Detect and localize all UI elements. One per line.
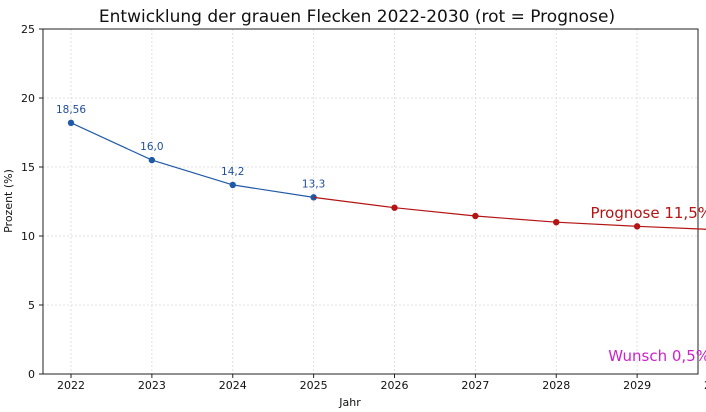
x-tick-label: 2027 <box>461 379 489 392</box>
data-label: 14,2 <box>221 166 244 178</box>
y-tick-label: 20 <box>21 92 35 105</box>
data-label: 13,3 <box>302 178 325 190</box>
data-point <box>391 204 398 211</box>
grid <box>43 28 698 375</box>
x-tick-label: 2023 <box>138 379 166 392</box>
data-point <box>67 119 75 127</box>
data-labels-group: 18,56 16,0 14,2 13,3 <box>56 104 325 191</box>
data-point <box>472 212 479 220</box>
x-tick-label: 2030 <box>704 379 706 392</box>
y-tick-label: 10 <box>21 230 35 243</box>
axes: 2022202320242025202620272028202920300510… <box>21 23 706 392</box>
y-tick-label: 15 <box>21 161 35 174</box>
forecast-annotation-label: Prognose 11,5% <box>591 204 706 222</box>
data-point <box>148 156 156 164</box>
plot-frame <box>42 28 699 375</box>
data-point <box>553 219 560 226</box>
series-group <box>67 119 706 230</box>
y-axis-title: Prozent (%) <box>2 169 15 233</box>
data-point <box>633 223 641 230</box>
x-tick-label: 2024 <box>219 379 247 392</box>
data-label: 18,56 <box>56 104 86 116</box>
x-tick-label: 2028 <box>542 379 570 392</box>
y-tick-label: 25 <box>21 23 35 36</box>
y-tick-label: 0 <box>28 368 35 381</box>
x-tick-label: 2026 <box>381 379 409 392</box>
annotations-group: Prognose 11,5% Wunsch 0,5% <box>591 204 706 365</box>
series-line-0 <box>70 122 314 198</box>
x-tick-label: 2022 <box>57 379 85 392</box>
series-line-1 <box>313 196 706 230</box>
y-tick-label: 5 <box>28 299 35 312</box>
x-axis-title: Jahr <box>338 396 361 409</box>
wish-annotation-label: Wunsch 0,5% <box>608 347 706 365</box>
chart-title: Entwicklung der grauen Flecken 2022-2030… <box>99 7 615 27</box>
data-label: 16,0 <box>140 141 163 153</box>
x-tick-label: 2029 <box>623 379 651 392</box>
x-tick-label: 2025 <box>300 379 328 392</box>
data-point <box>229 181 236 189</box>
